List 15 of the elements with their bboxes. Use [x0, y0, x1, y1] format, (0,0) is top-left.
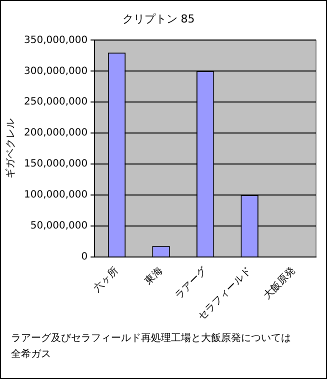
y-tick-label: 200,000,000	[24, 128, 88, 139]
y-tick-label: 150,000,000	[24, 158, 88, 170]
y-tick-label: 100,000,000	[24, 190, 88, 201]
text: ラアーグ及びセラフィールド再処理工場と大飯原発については全希ガス	[11, 332, 292, 362]
y-axis-title: ギガベクレル	[4, 118, 17, 179]
y-tick-label: 250,000,000	[24, 96, 88, 108]
chart-title: クリプトン 85	[122, 12, 195, 26]
y-tick-label: 0	[81, 252, 88, 263]
y-tick-label: 350,000,000	[24, 34, 88, 46]
x-tick-label: 東海	[142, 264, 165, 288]
x-tick-label: 六ヶ所	[91, 264, 121, 294]
y-tick-label: 50,000,000	[30, 220, 88, 232]
y-tick-label: 300,000,000	[24, 66, 88, 77]
x-tick-label: ラアーグ	[173, 264, 210, 302]
x-tick-label: 大飯原発	[261, 264, 298, 302]
